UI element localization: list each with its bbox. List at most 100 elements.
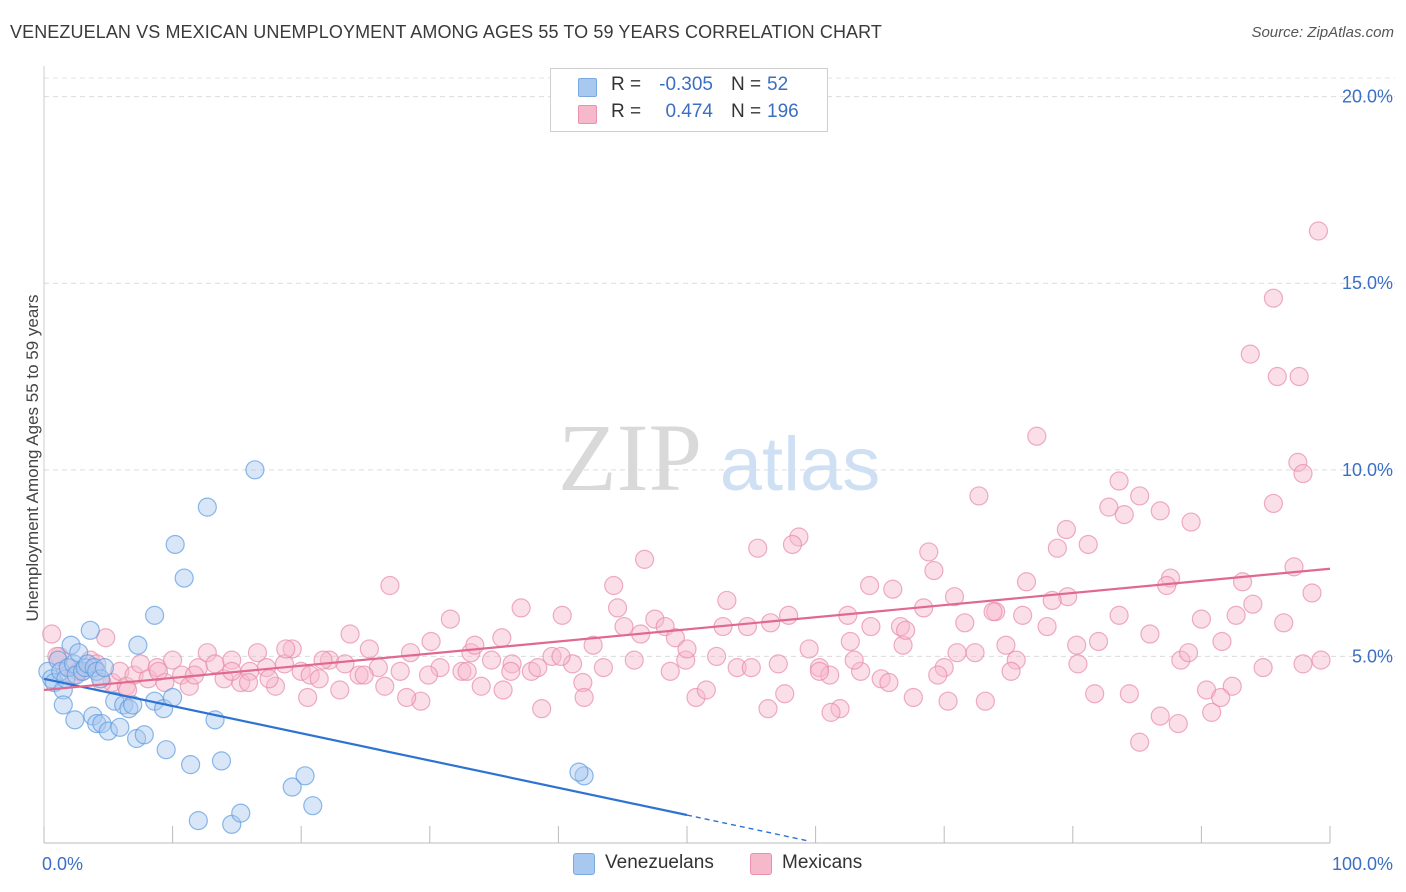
data-point xyxy=(1288,452,1308,472)
data-point xyxy=(94,658,115,678)
mexicans-points xyxy=(42,221,1331,752)
data-point xyxy=(197,497,217,517)
data-point xyxy=(128,635,148,655)
data-point xyxy=(593,658,614,678)
y-tick-label: 15.0% xyxy=(1342,273,1393,293)
mexicans-legend-swatch xyxy=(750,853,772,875)
axes xyxy=(43,66,1331,844)
r-value: -0.305 xyxy=(659,74,713,95)
data-point xyxy=(782,534,803,555)
data-point xyxy=(397,687,417,708)
data-point xyxy=(1013,605,1033,625)
data-point xyxy=(1293,654,1313,674)
data-point xyxy=(696,680,716,700)
data-point xyxy=(430,658,450,678)
data-point xyxy=(61,635,81,655)
data-point xyxy=(903,687,923,708)
mexicans-swatch xyxy=(578,105,597,124)
n-value: 52 xyxy=(767,74,789,95)
data-point xyxy=(574,766,594,786)
data-point xyxy=(1140,624,1160,644)
data-point xyxy=(335,654,355,674)
data-point xyxy=(789,527,809,547)
data-point xyxy=(607,598,628,618)
data-point xyxy=(400,643,421,663)
data-point xyxy=(768,654,788,674)
data-point xyxy=(1211,687,1231,708)
data-point xyxy=(1168,713,1188,734)
data-point xyxy=(996,635,1016,655)
data-point xyxy=(706,646,727,667)
data-point xyxy=(634,549,655,569)
data-point xyxy=(624,650,644,670)
n-label: N = xyxy=(731,74,762,95)
data-point xyxy=(265,676,286,696)
data-point xyxy=(354,665,374,685)
data-point xyxy=(799,639,819,659)
data-point xyxy=(748,538,768,558)
data-point xyxy=(211,751,232,771)
data-point xyxy=(1274,613,1294,633)
data-point xyxy=(493,680,513,700)
data-point xyxy=(758,699,778,719)
data-point xyxy=(1078,534,1098,555)
watermark-zip: ZIP xyxy=(558,404,702,511)
data-point xyxy=(1006,650,1026,670)
data-point xyxy=(809,661,830,681)
data-point xyxy=(245,460,265,480)
y-axis-title: Unemployment Among Ages 55 to 59 years xyxy=(23,295,42,622)
data-point xyxy=(1263,493,1284,514)
data-point xyxy=(1181,512,1201,532)
data-point xyxy=(1109,471,1129,491)
data-point xyxy=(80,620,100,640)
data-point xyxy=(330,680,350,700)
data-point xyxy=(928,665,948,685)
data-point xyxy=(1119,684,1139,704)
data-point xyxy=(934,658,954,678)
data-point xyxy=(421,631,441,652)
y-tick-label: 5.0% xyxy=(1352,646,1393,666)
data-point xyxy=(1311,650,1331,670)
n-value: 196 xyxy=(767,101,799,122)
data-point xyxy=(604,575,624,596)
data-point xyxy=(349,665,369,685)
data-point xyxy=(295,766,315,786)
series-legend: Venezuelans Mexicans xyxy=(0,851,1406,879)
data-point xyxy=(1171,650,1191,670)
data-point xyxy=(163,650,183,670)
data-point xyxy=(110,717,130,737)
data-point xyxy=(440,609,460,629)
data-point xyxy=(282,777,302,797)
data-point xyxy=(851,661,871,681)
data-point xyxy=(1056,519,1076,540)
data-point xyxy=(119,699,139,719)
data-point xyxy=(1027,426,1047,446)
data-point xyxy=(231,803,251,823)
data-point xyxy=(1178,643,1199,663)
data-point xyxy=(42,624,62,644)
data-point xyxy=(1253,658,1273,678)
data-point xyxy=(492,628,512,648)
data-point xyxy=(969,486,989,506)
data-point xyxy=(1150,501,1170,521)
data-point xyxy=(259,669,279,689)
data-point xyxy=(501,661,521,681)
data-point xyxy=(938,691,958,711)
data-point xyxy=(1240,344,1260,364)
data-point xyxy=(645,609,665,629)
data-point xyxy=(1222,676,1242,696)
data-point xyxy=(528,658,548,678)
source-label: Source: ZipAtlas.com xyxy=(1251,24,1394,41)
data-point xyxy=(48,650,68,670)
data-point xyxy=(1114,505,1134,525)
data-point xyxy=(247,643,268,663)
data-point xyxy=(840,631,860,652)
data-point xyxy=(551,646,571,667)
data-point xyxy=(574,687,594,708)
data-point xyxy=(181,755,201,775)
data-point xyxy=(411,691,431,711)
data-point xyxy=(1202,702,1222,722)
x-tick-label-min: 0.0% xyxy=(42,854,83,874)
data-point xyxy=(144,605,165,625)
data-point xyxy=(1243,594,1263,614)
